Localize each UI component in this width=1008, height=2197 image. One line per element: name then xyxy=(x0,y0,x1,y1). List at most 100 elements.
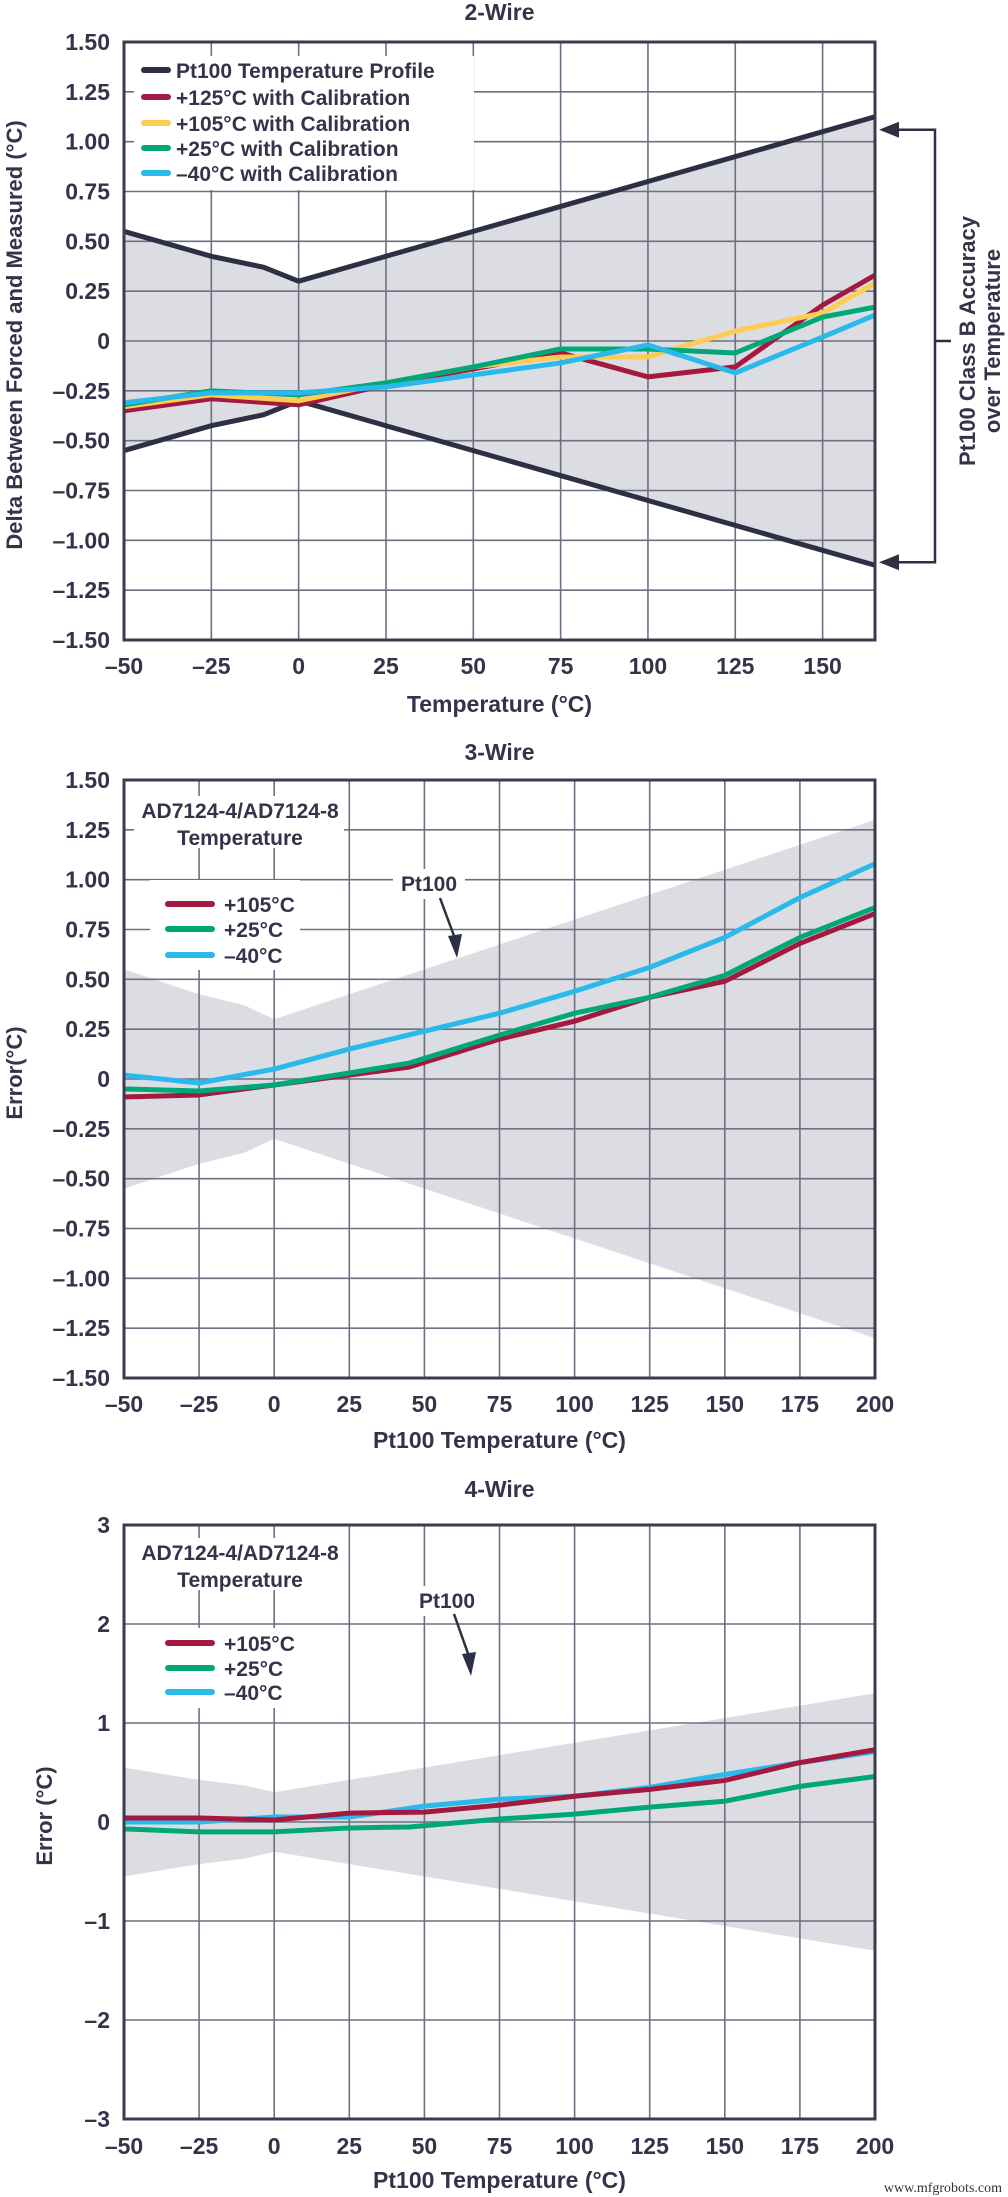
y-tick-label: 2 xyxy=(97,1611,110,1637)
y-tick-label: 0 xyxy=(97,328,110,354)
x-tick-label: 75 xyxy=(487,2133,513,2159)
x-tick-label: –25 xyxy=(180,2133,219,2159)
band-annotation: Pt100 Class B Accuracy xyxy=(955,215,980,466)
arrow-head xyxy=(879,121,899,138)
x-tick-label: 200 xyxy=(856,2133,894,2159)
x-tick-label: 200 xyxy=(856,1391,894,1417)
y-tick-label: –0.75 xyxy=(52,478,110,504)
y-tick-label: 1.50 xyxy=(65,767,110,793)
x-tick-label: 0 xyxy=(268,1391,281,1417)
x-tick-label: 150 xyxy=(706,1391,744,1417)
y-tick-label: –3 xyxy=(84,2106,110,2132)
legend-label: –40°C xyxy=(224,945,283,968)
x-tick-label: –50 xyxy=(105,1391,143,1417)
y-tick-label: –0.25 xyxy=(52,378,110,404)
y-tick-label: –1.50 xyxy=(52,627,110,653)
series-line xyxy=(124,1747,876,1823)
series-line-pt100-profile xyxy=(123,398,876,568)
x-tick-label: –25 xyxy=(180,1391,219,1417)
y-tick-label: 0.50 xyxy=(65,966,110,992)
legend-label: +105°C xyxy=(224,1633,295,1656)
plot-frame xyxy=(122,40,877,642)
series-line xyxy=(123,1773,876,1835)
y-tick-label: 0.25 xyxy=(65,278,110,304)
y-tick-label: –0.25 xyxy=(52,1116,110,1142)
y-tick-label: 1.25 xyxy=(65,79,110,105)
y-tick-label: 0.25 xyxy=(65,1016,110,1042)
y-tick-label: 0 xyxy=(97,1809,110,1835)
y-tick-label: 1.50 xyxy=(65,29,110,55)
arrow-head xyxy=(879,554,899,571)
y-axis-label: Error(°C) xyxy=(2,1026,27,1119)
x-tick-label: 175 xyxy=(781,1391,820,1417)
x-axis-label: Pt100 Temperature (°C) xyxy=(373,2167,626,2193)
chart-title: 4-Wire xyxy=(464,1476,534,1502)
band-label-background xyxy=(411,1586,483,1616)
band-label: Pt100 xyxy=(401,873,457,896)
x-tick-label: 100 xyxy=(555,2133,593,2159)
accuracy-bracket xyxy=(887,128,937,564)
chart-title: 3-Wire xyxy=(464,739,534,765)
x-tick-label: 25 xyxy=(337,1391,363,1417)
x-tick-label: 0 xyxy=(292,653,305,679)
x-tick-label: 50 xyxy=(461,653,487,679)
x-tick-label: 100 xyxy=(629,653,667,679)
plot-frame xyxy=(122,778,877,1380)
x-tick-label: 75 xyxy=(487,1391,513,1417)
x-tick-label: 150 xyxy=(706,2133,744,2159)
legend-title-background xyxy=(134,1538,344,1590)
y-tick-label: –1.50 xyxy=(52,1365,110,1391)
x-tick-label: –50 xyxy=(105,653,143,679)
x-tick-label: –50 xyxy=(105,2133,143,2159)
x-tick-label: 150 xyxy=(803,653,841,679)
y-tick-label: 0 xyxy=(97,1066,110,1092)
band-label-background xyxy=(393,869,465,899)
legend-label: +25°C xyxy=(224,1658,283,1681)
x-tick-label: 125 xyxy=(631,2133,670,2159)
series-line xyxy=(123,281,877,410)
y-tick-label: 1.00 xyxy=(65,867,110,893)
y-tick-label: 0.75 xyxy=(65,917,110,943)
series-line xyxy=(123,312,876,406)
legend-background xyxy=(134,56,474,190)
legend-label: +125°C with Calibration xyxy=(176,87,410,110)
y-tick-label: 1 xyxy=(97,1710,110,1736)
y-axis-label: Error (°C) xyxy=(32,1766,57,1865)
legend-label: Pt100 Temperature Profile xyxy=(176,60,435,83)
y-tick-label: –1 xyxy=(84,1908,110,1934)
x-tick-label: –25 xyxy=(192,653,231,679)
y-tick-label: –1.25 xyxy=(52,1315,110,1341)
series-line xyxy=(123,905,876,1094)
legend-title-background xyxy=(134,796,344,848)
y-tick-label: 0.50 xyxy=(65,228,110,254)
x-tick-label: 0 xyxy=(268,2133,281,2159)
legend-title: AD7124-4/AD7124-8 xyxy=(141,800,339,823)
x-axis-label: Temperature (°C) xyxy=(407,691,592,717)
arrow-head xyxy=(448,934,462,958)
y-tick-label: –0.75 xyxy=(52,1216,110,1242)
band-label: Pt100 xyxy=(419,1590,475,1613)
x-tick-label: 25 xyxy=(337,2133,363,2159)
legend-label: –40°C with Calibration xyxy=(176,163,398,186)
chart-3-wire: 3-Wire –50 –25 0 25 50 75 100 125 150 175 200 1.50 1.… xyxy=(2,739,894,1453)
y-tick-label: –0.50 xyxy=(52,1166,110,1192)
y-tick-label: 3 xyxy=(97,1512,110,1538)
y-tick-label: –1.25 xyxy=(52,577,110,603)
legend-label: +25°C xyxy=(224,919,283,942)
y-tick-label: –1.00 xyxy=(52,1265,110,1291)
legend-title: AD7124-4/AD7124-8 xyxy=(141,1542,339,1565)
watermark: www.mfgrobots.com xyxy=(884,2181,1002,2196)
x-tick-label: 50 xyxy=(412,2133,438,2159)
legend-label: +25°C with Calibration xyxy=(176,138,399,161)
x-tick-label: 25 xyxy=(373,653,399,679)
y-tick-label: 1.25 xyxy=(65,817,110,843)
x-tick-label: 125 xyxy=(631,1391,670,1417)
y-tick-label: –1.00 xyxy=(52,527,110,553)
series-line xyxy=(123,861,877,1086)
y-axis-label: Delta Between Forced and Measured (°C) xyxy=(2,120,27,549)
legend-title: Temperature xyxy=(177,827,303,850)
band-annotation: over Temperature xyxy=(980,249,1005,433)
x-tick-label: 125 xyxy=(716,653,755,679)
x-axis-label: Pt100 Temperature (°C) xyxy=(373,1427,626,1453)
